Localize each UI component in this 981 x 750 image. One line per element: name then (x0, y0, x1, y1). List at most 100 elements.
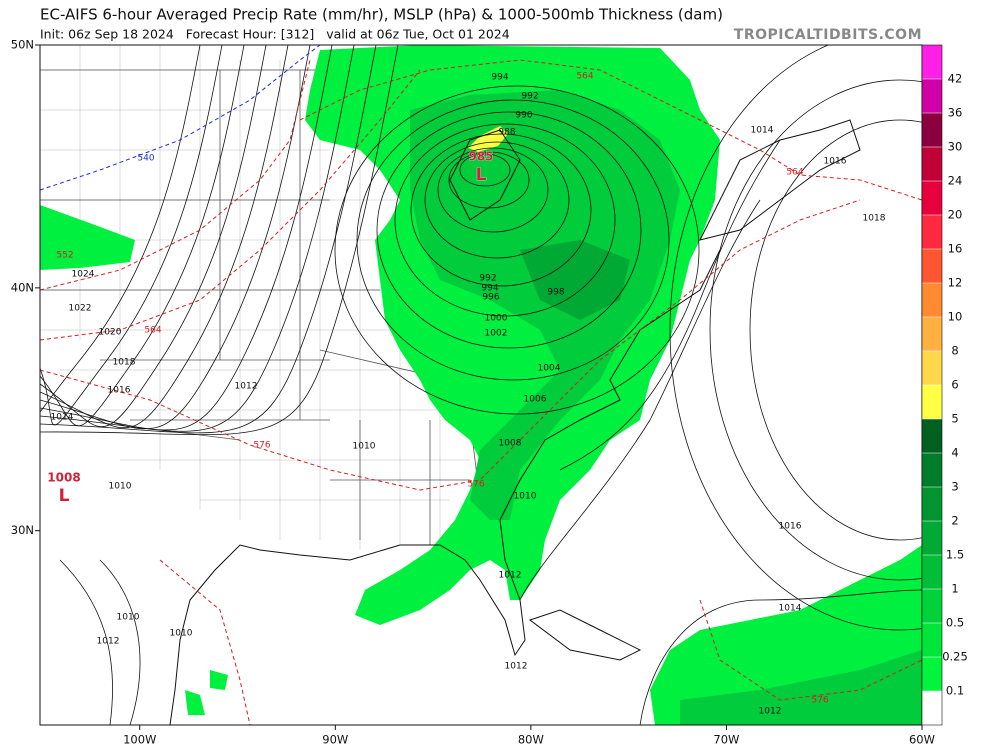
colorbar-label: 24 (948, 174, 963, 188)
isobar (424, 141, 570, 259)
x-tick-label: 90W (322, 733, 348, 747)
colorbar-swatch (922, 453, 942, 487)
colorbar-label: 16 (948, 242, 963, 256)
isobar-label: 998 (547, 288, 564, 298)
title: EC-AIFS 6-hour Averaged Precip Rate (mm/… (40, 6, 723, 24)
colorbar-swatch (922, 521, 942, 555)
isobar (40, 45, 399, 436)
colorbar-swatch (922, 45, 942, 79)
isobar (40, 45, 223, 426)
x-tick-label: 80W (518, 733, 544, 747)
isobar-label: 1014 (51, 413, 74, 423)
colorbar-label: 30 (948, 140, 963, 154)
colorbar-label: 3 (951, 480, 958, 494)
colorbar-swatch (922, 419, 942, 453)
isobar (40, 45, 355, 432)
colorbar-label: 4 (951, 446, 958, 460)
colorbar-label: 42 (948, 72, 963, 86)
colorbar-swatch (922, 113, 942, 147)
isobar-label: 990 (515, 111, 532, 121)
colorbar-frame (921, 44, 943, 726)
colorbar-swatch (922, 487, 942, 521)
isobar (437, 147, 549, 233)
x-tick-label: 100W (123, 733, 156, 747)
thickness-label: 564 (786, 168, 803, 178)
isobar-label: 1008 (499, 439, 522, 449)
colorbar-label: 1.5 (946, 548, 964, 562)
isobar-label: 1012 (499, 571, 522, 581)
colorbar-label: 0.5 (946, 616, 964, 630)
colorbar-label: 12 (948, 276, 963, 290)
low-pressure: 1008 (47, 471, 80, 485)
colorbar-label: 8 (951, 344, 958, 358)
colorbar: 0.1 0.25 0.5 1 1.5 2 3 4 5 6 8 10 12 16 20 24 30 36 42 (921, 44, 968, 726)
isobar-label: 994 (491, 73, 508, 83)
isobar-label: 1004 (538, 364, 561, 374)
isobar (394, 123, 616, 317)
isobar-label: 1012 (505, 662, 528, 672)
colorbar-label: 2 (951, 514, 958, 528)
isobar (669, 45, 922, 631)
y-tick-label: 50N (11, 38, 34, 52)
colorbar-swatch (922, 147, 942, 181)
colorbar-swatch (922, 351, 942, 385)
isobar (40, 45, 377, 434)
isobar-label: 1000 (485, 314, 508, 324)
isobar-label: 1010 (353, 442, 376, 452)
isobar-label: 996 (482, 293, 499, 303)
colorbar-swatch (922, 181, 942, 215)
isobar (519, 199, 761, 601)
isobar-label: 1012 (235, 382, 258, 392)
colorbar-label: 0.25 (942, 650, 968, 664)
subtitle: Init: 06z Sep 18 2024 Forecast Hour: [31… (40, 27, 510, 42)
isobar-label: 1024 (72, 270, 95, 280)
isobar-label: 1010 (514, 492, 537, 502)
x-tick-label: 60W (909, 733, 935, 747)
colorbar-label: 1 (951, 582, 958, 596)
colorbar-swatch (922, 623, 942, 657)
isobar (459, 153, 511, 187)
thickness-label: 576 (811, 696, 828, 706)
isobar-label: 1018 (863, 214, 886, 224)
isobar-label: 992 (479, 274, 496, 284)
colorbar-label: 0.1 (946, 684, 964, 698)
colorbar-swatch (922, 249, 942, 283)
colorbar-label: 5 (951, 412, 958, 426)
low-symbol: L (59, 486, 70, 506)
isobar-label: 1012 (97, 637, 120, 647)
isobar-label: 1016 (824, 157, 847, 167)
colorbar-swatch (922, 79, 942, 113)
isobar-label: 988 (498, 128, 515, 138)
isobar (448, 151, 530, 209)
isobar-label: 1006 (524, 395, 547, 405)
isobar-label: 1016 (108, 386, 131, 396)
colorbar-swatch (922, 657, 942, 691)
isobar (709, 79, 922, 581)
low-symbol: L (476, 165, 487, 185)
isobar-label: 1020 (99, 328, 122, 338)
colorbar-swatch (922, 283, 942, 317)
thickness-label: 564 (144, 326, 161, 336)
colorbar-label: 10 (948, 310, 963, 324)
isobar-label: 1010 (109, 482, 132, 492)
colorbar-swatch (922, 385, 942, 419)
isobar (639, 589, 922, 725)
thickness-label: 540 (137, 154, 154, 164)
colorbar-swatch (922, 555, 942, 589)
y-tick-label: 40N (11, 280, 34, 294)
isobar-label: 1018 (113, 358, 136, 368)
isobar (559, 139, 781, 471)
colorbar-label: 20 (948, 208, 963, 222)
isobar (749, 119, 922, 541)
isobar (410, 133, 592, 287)
isobar-label: 1010 (170, 629, 193, 639)
y-tick-label: 30N (11, 523, 34, 537)
isobar (40, 45, 311, 430)
thickness-label: 564 (576, 72, 593, 82)
colorbar-swatch (922, 691, 942, 725)
thickness-label: 576 (467, 480, 484, 490)
thickness-label: 576 (253, 441, 270, 451)
colorbar-label: 6 (951, 378, 958, 392)
